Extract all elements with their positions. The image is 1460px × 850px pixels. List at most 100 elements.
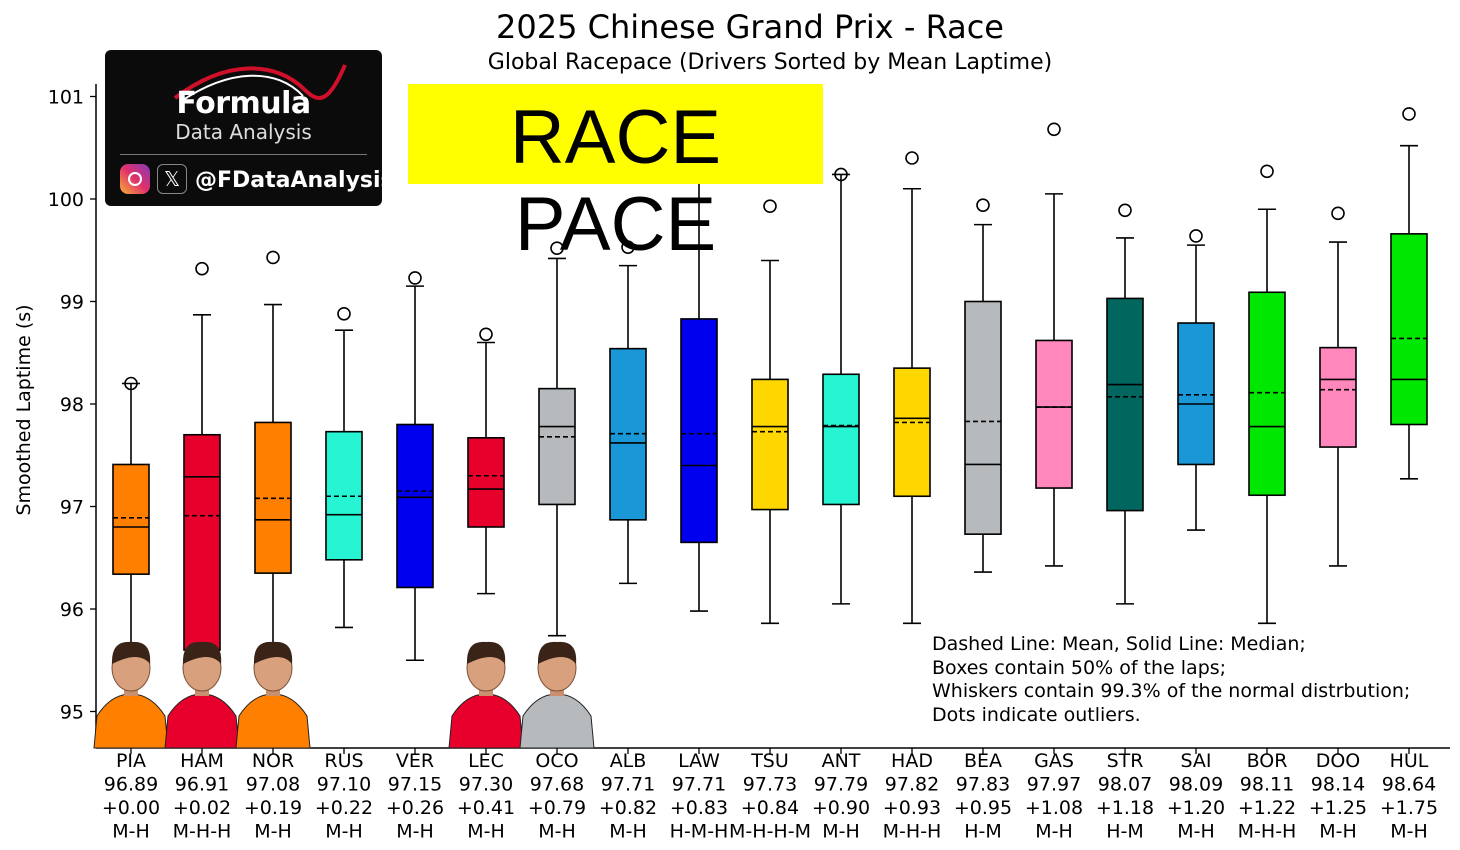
box-hul <box>1390 107 1428 480</box>
race-pace-banner: RACE PACE <box>408 84 823 267</box>
outlier-point <box>905 151 919 165</box>
x-tick-label: +0.22 <box>315 797 373 819</box>
box-law <box>680 172 718 612</box>
x-tick-label: +0.95 <box>954 797 1012 819</box>
outlier-point <box>1047 122 1061 137</box>
driver-hair <box>537 641 577 664</box>
iqr-box <box>1177 322 1215 466</box>
x-tick-label: BOR <box>1247 750 1288 772</box>
driver-suit <box>448 693 524 749</box>
box-had <box>893 151 931 625</box>
outlier-point <box>621 240 635 254</box>
driver-hair <box>466 641 506 664</box>
x-tick-label: 97.30 <box>459 774 513 796</box>
y-tick-label: 99 <box>60 292 84 314</box>
x-tick-label: +0.83 <box>670 797 728 819</box>
iqr-box <box>1106 297 1144 512</box>
y-tick-label: 101 <box>48 87 84 109</box>
x-tick-label: 97.82 <box>885 774 939 796</box>
x-tick-label: +0.26 <box>386 797 444 819</box>
x-tick-label: HUL <box>1390 750 1429 772</box>
note-line: Boxes contain 50% of the laps; <box>932 656 1227 679</box>
driver-photo-nor <box>235 641 311 749</box>
iqr-box <box>1319 346 1357 448</box>
iqr-box <box>680 318 718 544</box>
x-tick-label: 97.97 <box>1027 774 1081 796</box>
y-tick-label: 97 <box>60 497 84 519</box>
iqr-box <box>964 300 1002 535</box>
x-tick-label: +1.20 <box>1167 797 1225 819</box>
instagram-icon[interactable] <box>120 164 150 194</box>
box-ant <box>822 167 860 605</box>
driver-suit <box>235 693 311 749</box>
y-tick-label: 95 <box>60 702 84 724</box>
logo-divider <box>120 154 367 155</box>
x-tick-label: +1.25 <box>1309 797 1367 819</box>
legend-note: Dashed Line: Mean, Solid Line: Median; B… <box>932 633 1410 727</box>
x-tick-label: M-H-H <box>173 821 232 843</box>
box-alb <box>609 240 647 585</box>
x-tick-label: NOR <box>252 750 294 772</box>
outlier-point <box>266 250 280 265</box>
box-ver <box>396 271 434 662</box>
x-tick-label: HAM <box>180 750 224 772</box>
logo-name: Formula <box>176 86 311 121</box>
iqr-box <box>1390 233 1428 426</box>
x-tick-label: +0.84 <box>741 797 799 819</box>
outlier-point <box>479 327 493 342</box>
y-tick-label: 96 <box>60 599 84 621</box>
outlier-point <box>408 271 422 285</box>
x-tick-label: +1.18 <box>1096 797 1154 819</box>
note-line: Dots indicate outliers. <box>932 703 1141 726</box>
x-tick-label: M-H <box>1177 821 1215 843</box>
box-bea <box>964 198 1002 573</box>
x-tick-label: 97.79 <box>814 774 868 796</box>
outlier-point <box>1189 229 1203 243</box>
outlier-point <box>1118 203 1132 218</box>
iqr-box <box>1248 291 1286 497</box>
x-tick-label: 97.83 <box>956 774 1010 796</box>
x-tick-label: M-H-H <box>883 821 942 843</box>
x-tick-label: M-H <box>538 821 576 843</box>
x-tick-label: M-H <box>112 821 150 843</box>
driver-photo-lec <box>448 641 524 749</box>
x-tick-label: 97.15 <box>388 774 442 796</box>
driver-photo-oco <box>519 641 595 749</box>
x-tick-label: ANT <box>822 750 861 772</box>
x-tick-label: BEA <box>964 750 1002 772</box>
iqr-box <box>396 423 434 589</box>
x-tick-label: 97.68 <box>530 774 584 796</box>
driver-hair <box>111 641 151 664</box>
x-tick-label: 97.10 <box>317 774 371 796</box>
x-tick-label: +0.82 <box>599 797 657 819</box>
y-tick-label: 98 <box>60 394 84 416</box>
x-tick-label: 97.71 <box>601 774 655 796</box>
x-tick-label: M-H <box>1390 821 1428 843</box>
driver-photo-pia <box>93 641 169 749</box>
box-str <box>1106 203 1144 605</box>
x-tick-label: M-H <box>467 821 505 843</box>
x-tick-label: +1.22 <box>1238 797 1296 819</box>
x-tick-label: LEC <box>468 750 504 772</box>
box-rus <box>325 306 363 629</box>
x-tick-label: 98.64 <box>1382 774 1436 796</box>
box-tsu <box>751 199 789 625</box>
outlier-point <box>337 306 351 321</box>
x-tick-label: RUS <box>324 750 363 772</box>
x-tick-label: +0.90 <box>812 797 870 819</box>
x-icon[interactable]: 𝕏 <box>157 164 187 194</box>
x-tick-label: 96.89 <box>104 774 158 796</box>
x-tick-label: OCO <box>535 750 578 772</box>
outlier-point <box>763 199 777 213</box>
x-tick-label: HAD <box>891 750 933 772</box>
x-tick-label: PIA <box>116 750 146 772</box>
x-tick-label: M-H-H <box>1238 821 1297 843</box>
outlier-point <box>1260 164 1274 179</box>
x-tick-label: H-M <box>1106 821 1144 843</box>
note-line: Dashed Line: Mean, Solid Line: Median; <box>932 633 1306 655</box>
x-tick-label: +0.00 <box>102 797 160 819</box>
y-axis-label: Smoothed Laptime (s) <box>13 304 35 515</box>
iqr-box <box>467 437 505 528</box>
x-tick-label: +1.08 <box>1025 797 1083 819</box>
